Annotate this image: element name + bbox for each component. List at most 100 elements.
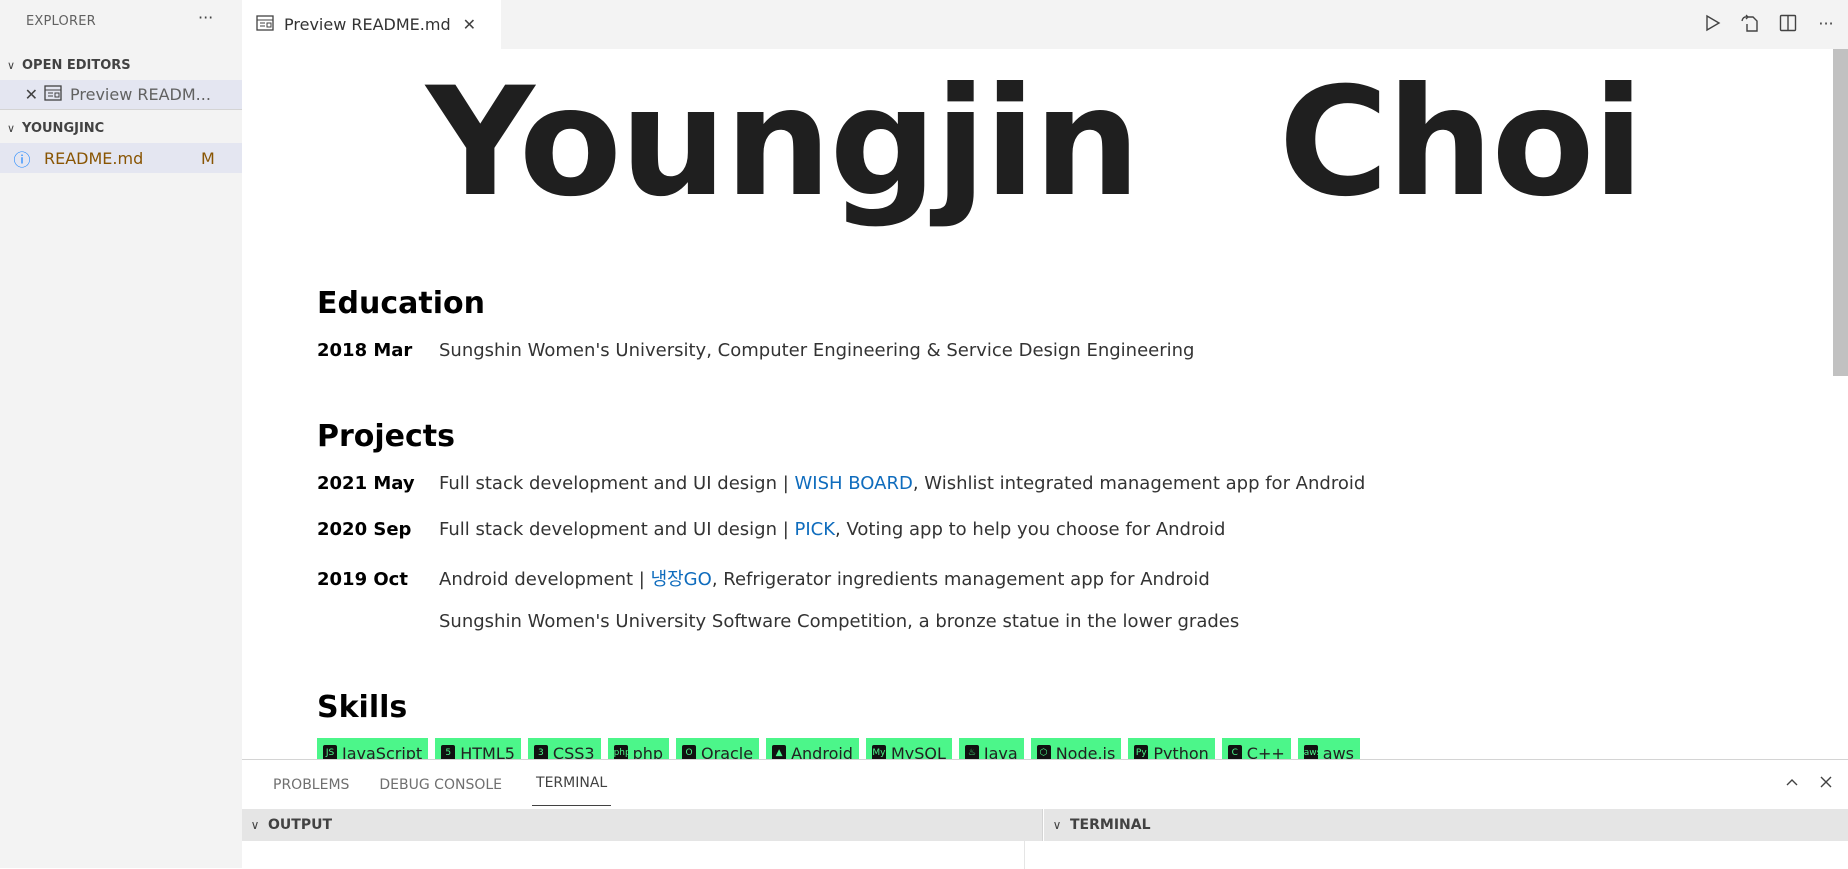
file-item-readme[interactable]: ⓘ README.md M (0, 143, 242, 173)
output-scrollbar (1024, 841, 1025, 869)
title-last: Choi (1278, 56, 1644, 230)
open-source-icon[interactable] (1738, 11, 1762, 35)
close-icon[interactable]: ✕ (24, 85, 38, 104)
file-label: README.md (44, 148, 144, 168)
markdown-preview: Youngjin Choi Education 2018 Mar Sungshin… (242, 49, 1848, 759)
preview-icon (44, 84, 62, 105)
more-actions-icon[interactable]: ··· (198, 8, 214, 27)
tab-label: Preview README.md (284, 15, 451, 34)
skill-badge: 5 HTML5 (435, 738, 521, 759)
terminal-section-header[interactable]: ∨ TERMINAL (1044, 809, 1848, 841)
row-text: Full stack development and UI design | (439, 473, 795, 494)
skill-badge: ⬡ Node.js (1030, 738, 1122, 760)
skill-label: MySQL (890, 743, 946, 760)
open-editor-label: Preview READM... (70, 85, 211, 104)
split-editor-icon[interactable] (1776, 11, 1800, 35)
editor-actions: ··· (1700, 11, 1838, 35)
tab-terminal[interactable]: TERMINAL (532, 760, 612, 806)
output-section-header[interactable]: ∨ OUTPUT (242, 809, 1043, 841)
tab-preview-readme[interactable]: Preview README.md ✕ (242, 0, 501, 49)
education-row: 2018 Mar Sungshin Women's University, Com… (317, 340, 1194, 361)
section-label: TERMINAL (1070, 817, 1151, 833)
more-icon[interactable]: ··· (1818, 13, 1834, 33)
skills-badges: JS JavaScript 5 HTML5 3 CSS3 php php O Oracle ▲ And… (317, 738, 1360, 759)
skills-heading: Skills (317, 690, 408, 725)
skill-badge: O Oracle (676, 738, 760, 760)
chevron-down-icon: ∨ (1052, 818, 1062, 832)
skill-badge: Py Python (1128, 738, 1215, 760)
row-text: Android development | (439, 569, 651, 590)
skill-label: C++ (1246, 743, 1285, 760)
skill-logo-icon: php (613, 745, 631, 759)
project-row: 2019 Oct Android development | 냉장GO, Refr… (317, 565, 1210, 591)
preview-icon (256, 14, 274, 35)
skill-logo-icon: ▲ (772, 745, 787, 759)
skill-label: HTML5 (460, 743, 515, 760)
skill-label: CSS3 (552, 743, 595, 760)
skill-label: Oracle (701, 743, 754, 760)
modified-badge: M (201, 148, 215, 168)
project-row: 2021 May Full stack development and UI de… (317, 473, 1365, 494)
skill-label: php (632, 743, 664, 760)
skill-logo-icon: O (682, 745, 697, 759)
scrollbar-thumb[interactable] (1833, 49, 1848, 376)
chevron-down-icon: ∨ (6, 58, 16, 72)
row-text: Sungshin Women's University Software Com… (439, 611, 1240, 632)
run-icon[interactable] (1700, 11, 1724, 35)
skill-logo-icon: aws (1303, 745, 1321, 759)
skill-badge: 3 CSS3 (527, 738, 601, 760)
skill-label: Android (791, 743, 853, 760)
close-panel-icon[interactable] (1818, 774, 1834, 794)
row-date: 2021 May (317, 473, 415, 494)
skill-logo-icon: ⬡ (1036, 745, 1051, 759)
skill-logo-icon: My (871, 745, 886, 759)
row-date: 2018 Mar (317, 340, 413, 361)
row-text: , Voting app to help you choose for Andr… (835, 519, 1226, 540)
bottom-panel: PROBLEMS DEBUG CONSOLE TERMINAL ∨ OUTPUT… (242, 759, 1848, 869)
vertical-scrollbar[interactable] (1833, 49, 1848, 759)
open-editors-section[interactable]: ∨ OPEN EDITORS (0, 52, 242, 78)
page-title: Youngjin Choi (426, 56, 1644, 230)
skill-badge: JS JavaScript (317, 738, 429, 760)
tab-debug-console[interactable]: DEBUG CONSOLE (379, 776, 503, 793)
project-link[interactable]: PICK (794, 519, 836, 540)
row-text: , Wishlist integrated management app for… (912, 473, 1366, 494)
row-text: Full stack development and UI design | (439, 519, 795, 540)
project-row: 2020 Sep Full stack development and UI de… (317, 519, 1225, 540)
row-date: 2020 Sep (317, 519, 412, 540)
chevron-down-icon: ∨ (250, 818, 260, 832)
chevron-down-icon: ∨ (6, 121, 16, 135)
skill-badge: ♨ Java (958, 738, 1024, 759)
row-text: Sungshin Women's University, Computer En… (439, 340, 1195, 361)
skill-badge: C C++ (1221, 738, 1291, 760)
title-first: Youngjin (426, 56, 1140, 230)
row-date: 2019 Oct (317, 569, 408, 590)
skill-logo-icon: C (1227, 745, 1242, 759)
skill-logo-icon: ♨ (964, 745, 979, 759)
maximize-panel-icon[interactable] (1784, 774, 1800, 794)
education-heading: Education (317, 286, 485, 321)
skill-logo-icon: 3 (533, 745, 548, 759)
skill-logo-icon: 5 (441, 745, 456, 759)
project-link[interactable]: 냉장GO (650, 569, 712, 590)
open-editor-item[interactable]: ✕ Preview READM... (0, 80, 242, 110)
skill-label: aws (1322, 743, 1354, 760)
skill-label: Python (1153, 743, 1209, 760)
skill-logo-icon: Py (1134, 745, 1149, 759)
panel-actions (1784, 774, 1834, 794)
skill-logo-icon: JS (323, 745, 337, 759)
skill-badge: php php (607, 738, 670, 760)
projects-heading: Projects (317, 419, 456, 454)
skill-label: Node.js (1055, 743, 1116, 760)
project-link[interactable]: WISH BOARD (794, 473, 913, 494)
folder-section[interactable]: ∨ YOUNGJINC (0, 115, 242, 141)
skill-label: JavaScript (342, 743, 423, 760)
editor-tab-bar: Preview README.md ✕ ··· (242, 0, 1848, 49)
info-icon: ⓘ (13, 150, 31, 171)
section-label: YOUNGJINC (22, 120, 105, 136)
explorer-title: EXPLORER (26, 14, 96, 29)
tab-problems[interactable]: PROBLEMS (273, 776, 350, 793)
close-icon[interactable]: ✕ (462, 15, 477, 34)
project-row: Sungshin Women's University Software Com… (317, 611, 1239, 632)
section-label: OPEN EDITORS (22, 57, 131, 73)
